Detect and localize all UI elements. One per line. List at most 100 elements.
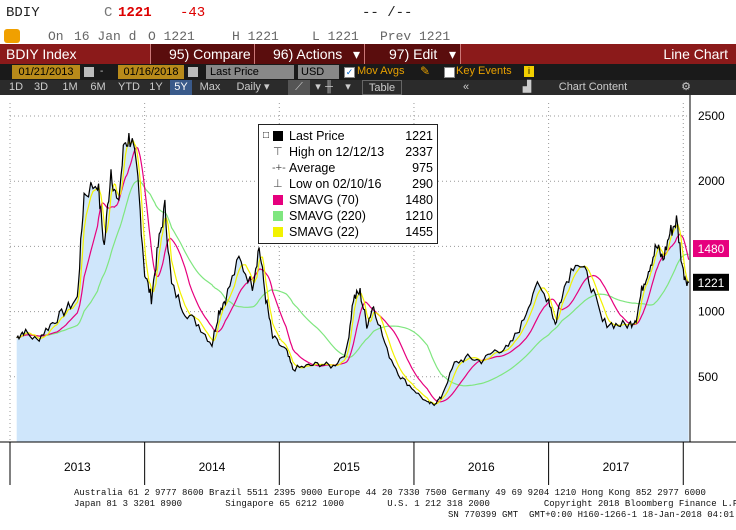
chart-type-button[interactable]: Line Chart — [460, 44, 736, 64]
low-marker-icon: ⊥ — [273, 178, 283, 190]
currency-select[interactable]: USD — [298, 65, 339, 79]
swatch-sma70 — [273, 195, 283, 205]
close-value: 1221 — [118, 5, 152, 21]
actions-button[interactable]: 96) Actions ▾ — [254, 44, 364, 64]
range-1y[interactable]: 1Y — [149, 81, 163, 93]
range-5y[interactable]: 5Y — [170, 80, 192, 95]
collapse-left-icon[interactable]: « — [462, 81, 470, 93]
function-bar: BDIY Index 95) Compare▾ 96) Actions▾ 97)… — [0, 44, 736, 82]
collapse-icon[interactable]: □ — [263, 130, 270, 141]
mov-avgs-label: Mov Avgs — [357, 65, 405, 77]
x-year-label: 2013 — [64, 460, 91, 474]
legend-label: Low on 02/10/16 — [289, 177, 382, 191]
range-max[interactable]: Max — [199, 81, 221, 93]
x-year-label: 2014 — [199, 460, 226, 474]
line-chart-icon[interactable]: ⟋ — [288, 80, 310, 95]
chevron-down-icon[interactable]: ▾ — [315, 81, 321, 93]
ticker-label: BDIY — [6, 5, 40, 21]
footer-line1: Australia 61 2 9777 8600 Brazil 5511 239… — [74, 488, 706, 498]
legend-item: ⊤ High on 12/12/13 2337 — [259, 144, 437, 160]
on-label: On — [48, 29, 64, 44]
range-1d[interactable]: 1D — [8, 81, 24, 93]
date-row: 01/21/2013 - 01/16/2018 Last Price USD ✓… — [0, 64, 736, 80]
sma22-line — [16, 140, 689, 405]
prev-value: Prev 1221 — [380, 29, 451, 44]
sma70-tag-bg — [693, 240, 729, 258]
footer-line3: SN 770399 GMT GMT+0:00 H160-1266-1 18-Ja… — [448, 510, 736, 520]
range-3d[interactable]: 3D — [33, 81, 49, 93]
x-year-label: 2017 — [603, 460, 630, 474]
legend-label: Last Price — [289, 129, 345, 143]
price-field-select[interactable]: Last Price — [206, 65, 294, 79]
sma70-tag-text: 1480 — [698, 242, 725, 256]
footer-line2: Japan 81 3 3201 8900 Singapore 65 6212 1… — [74, 499, 736, 509]
legend-item: ⊥ Low on 02/10/16 290 — [259, 176, 437, 192]
quote-detail: On 16 Jan d O 1221 H 1221 L 1221 Prev 12… — [0, 28, 736, 46]
chevron-down-icon[interactable]: ▾ — [345, 81, 351, 93]
dash-separator: - — [100, 66, 104, 77]
legend-label: High on 12/12/13 — [289, 145, 385, 159]
swatch-sma220 — [273, 211, 283, 221]
legend-label: SMAVG (70) — [289, 193, 359, 207]
price-field-label: Last Price — [210, 66, 259, 78]
compare-button[interactable]: 95) Compare▾ — [150, 44, 254, 82]
quote-header: BDIY C 1221 -43 -- /-- — [0, 0, 736, 28]
mov-avgs-checkbox[interactable]: ✓ — [344, 67, 355, 78]
sma70-tag: 1480 — [693, 240, 729, 258]
legend-label: SMAVG (220) — [289, 209, 366, 223]
chevron-down-icon: ▾ — [448, 46, 456, 62]
chart-content-label: Chart Content — [558, 81, 628, 93]
legend-label: SMAVG (22) — [289, 225, 359, 239]
legend-value: 975 — [412, 161, 433, 175]
legend-item: SMAVG (70) 1480 — [259, 192, 437, 208]
average-marker-icon: -+- — [272, 162, 286, 174]
frequency-select[interactable]: Daily ▾ — [236, 81, 270, 93]
price-area-fill — [16, 133, 689, 442]
swatch-last-price — [273, 131, 283, 141]
range-6m[interactable]: 6M — [90, 81, 106, 93]
legend-value: 290 — [412, 177, 433, 191]
close-prefix: C — [104, 5, 113, 21]
last-price-tag-text: 1221 — [698, 276, 725, 290]
legend-item: -+- Average 975 — [259, 160, 437, 176]
pencil-icon[interactable]: ✎ — [420, 64, 431, 78]
calendar-icon[interactable] — [188, 67, 198, 77]
legend-value: 1455 — [405, 225, 433, 239]
speedometer-icon[interactable] — [4, 29, 20, 43]
table-button[interactable]: Table — [362, 80, 402, 95]
calendar-icon[interactable] — [84, 67, 94, 77]
start-date-input[interactable]: 01/21/2013 — [12, 65, 80, 79]
key-events-checkbox[interactable] — [444, 67, 455, 78]
sma70-line — [16, 146, 690, 403]
gear-icon[interactable]: ⚙ — [681, 81, 691, 93]
frequency-label: Daily — [236, 81, 261, 93]
key-events-label: Key Events — [456, 65, 512, 77]
legend-item: □ Last Price 1221 — [259, 128, 437, 144]
info-icon[interactable]: i — [524, 66, 534, 77]
candle-chart-icon[interactable]: ╫ — [325, 81, 333, 93]
y-tick-label: 2500 — [698, 109, 725, 123]
range-ytd[interactable]: YTD — [118, 81, 140, 93]
range-1m[interactable]: 1M — [62, 81, 78, 93]
x-year-label: 2015 — [333, 460, 360, 474]
end-date-input[interactable]: 01/16/2018 — [118, 65, 184, 79]
security-field[interactable]: BDIY Index — [0, 44, 150, 64]
chart-content-button[interactable]: Chart Content — [538, 80, 648, 95]
y-tick-label: 2000 — [698, 174, 725, 188]
high-value: H 1221 — [232, 29, 279, 44]
range-row: 1D 3D 1M 6M YTD 1Y 5Y Max Daily ▾ ⟋ ▾ ╫ … — [0, 80, 736, 95]
legend-item: SMAVG (220) 1210 — [259, 208, 437, 224]
legend-item: SMAVG (22) 1455 — [259, 224, 437, 240]
table-label: Table — [368, 82, 396, 94]
open-value: O 1221 — [148, 29, 195, 44]
chart-legend[interactable]: □ Last Price 1221 ⊤ High on 12/12/13 233… — [258, 124, 438, 244]
chart-icon[interactable]: ▟ — [522, 81, 532, 93]
low-value: L 1221 — [312, 29, 359, 44]
actions-label: 96) Actions — [273, 46, 343, 62]
legend-value: 2337 — [405, 145, 433, 159]
edit-button[interactable]: 97) Edit ▾ — [364, 44, 460, 64]
y-tick-label: 500 — [698, 370, 718, 384]
edit-label: 97) Edit — [389, 46, 438, 62]
chart-type-label: Line Chart — [663, 46, 728, 62]
footer: Australia 61 2 9777 8600 Brazil 5511 239… — [0, 485, 736, 530]
